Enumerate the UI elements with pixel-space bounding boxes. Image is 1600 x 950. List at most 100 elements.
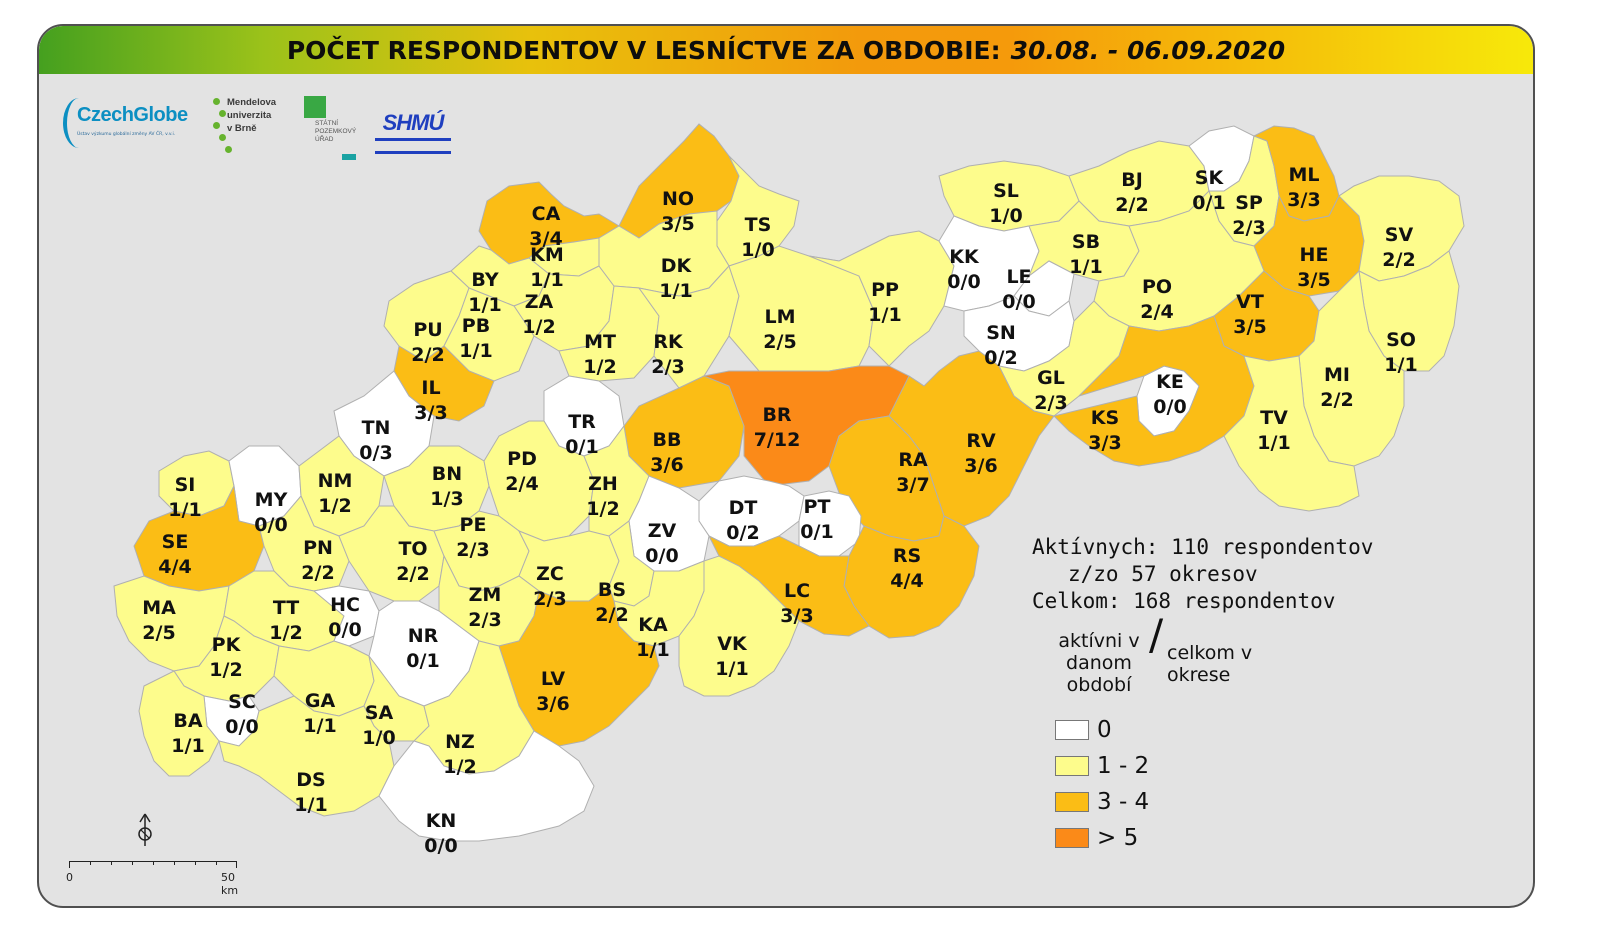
district-code-nr: NR: [408, 625, 439, 647]
stats-total: Celkom: 168 respondentov: [1032, 589, 1336, 613]
district-value-pb: 1/1: [459, 340, 492, 362]
district-code-rs: RS: [893, 545, 921, 567]
district-code-kk: KK: [949, 246, 980, 268]
legend-item-zero: 0: [1055, 716, 1112, 744]
district-code-zm: ZM: [469, 584, 502, 606]
north-arrow-icon: [138, 813, 152, 846]
district-value-so: 1/1: [1384, 354, 1417, 376]
district-value-rs: 4/4: [890, 570, 923, 592]
title-text: POČET RESPONDENTOV V LESNÍCTVE ZA OBDOBI…: [286, 35, 1001, 65]
spu-logo: STÁTNÍ POZEMKOVÝ ÚŘAD: [304, 96, 364, 160]
czechglobe-subtitle: Ústav výzkumu globální změny AV ČR, v.v.…: [77, 132, 176, 137]
spu-bar-icon: [342, 154, 356, 160]
district-value-lv: 3/6: [536, 693, 569, 715]
district-code-ds: DS: [296, 769, 325, 791]
district-value-il: 3/3: [414, 402, 447, 424]
district-value-tr: 0/1: [565, 436, 598, 458]
district-value-ks: 3/3: [1088, 432, 1121, 454]
district-code-kn: KN: [426, 810, 457, 832]
district-value-bs: 2/2: [595, 604, 628, 626]
district-code-sv: SV: [1385, 224, 1414, 246]
district-code-za: ZA: [525, 291, 554, 313]
shmu-logo: SHMÚ: [371, 96, 455, 160]
district-value-pk: 1/2: [209, 659, 242, 681]
district-code-pt: PT: [804, 496, 831, 518]
district-code-pp: PP: [871, 279, 899, 301]
district-value-pe: 2/3: [456, 539, 489, 561]
district-code-pb: PB: [462, 315, 490, 337]
district-code-sa: SA: [365, 702, 394, 724]
district-value-zm: 2/3: [468, 609, 501, 631]
district-value-sv: 2/2: [1382, 249, 1415, 271]
district-value-pp: 1/1: [868, 304, 901, 326]
spu-line-1: STÁTNÍ: [315, 120, 339, 127]
district-code-gl: GL: [1037, 367, 1065, 389]
district-value-nm: 1/2: [318, 495, 351, 517]
legend-active-label: aktívni v danom období: [1058, 630, 1140, 696]
mendelu-logo: Mendelova univerzita v Brně: [209, 96, 299, 156]
district-code-by: BY: [471, 269, 498, 291]
district-ba: [138, 670, 220, 777]
district-value-gl: 2/3: [1034, 392, 1067, 414]
district-code-zh: ZH: [588, 473, 618, 495]
legend-item-low: 1 - 2: [1055, 752, 1149, 780]
district-value-my: 0/0: [254, 514, 287, 536]
district-code-mt: MT: [584, 331, 616, 353]
district-code-si: SI: [175, 474, 196, 496]
district-value-bj: 2/2: [1115, 194, 1148, 216]
district-code-pd: PD: [507, 448, 537, 470]
district-value-pn: 2/2: [301, 562, 334, 584]
district-code-pk: PK: [212, 634, 242, 656]
district-value-ka: 1/1: [636, 639, 669, 661]
stats-districts: z/zo 57 okresov: [1068, 562, 1258, 586]
legend-swatch-low: [1055, 756, 1089, 776]
district-value-hc: 0/0: [328, 619, 361, 641]
district-value-tv: 1/1: [1257, 432, 1290, 454]
district-value-zv: 0/0: [645, 545, 678, 567]
district-value-ra: 3/7: [896, 474, 929, 496]
district-code-ts: TS: [745, 214, 772, 236]
district-code-po: PO: [1142, 276, 1172, 298]
district-value-bn: 1/3: [430, 488, 463, 510]
legend-item-mid: 3 - 4: [1055, 788, 1149, 816]
district-value-rk: 2/3: [651, 356, 684, 378]
district-code-ra: RA: [898, 449, 928, 471]
district-value-za: 1/2: [522, 316, 555, 338]
district-value-le: 0/0: [1002, 291, 1035, 313]
district-value-ds: 1/1: [294, 794, 327, 816]
district-value-rv: 3/6: [964, 455, 997, 477]
district-code-he: HE: [1300, 244, 1329, 266]
district-value-se: 4/4: [158, 556, 191, 578]
district-code-pu: PU: [413, 319, 442, 341]
district-code-ga: GA: [305, 690, 336, 712]
scale-bar: 0 50 km: [66, 861, 239, 897]
mendelu-line-2: univerzita: [227, 110, 272, 121]
district-code-ma: MA: [142, 597, 176, 619]
district-code-vt: VT: [1236, 291, 1264, 313]
district-code-le: LE: [1006, 266, 1031, 288]
legend-label-high: > 5: [1097, 825, 1139, 851]
mendelu-line-3: v Brně: [227, 123, 257, 134]
district-value-mt: 1/2: [583, 356, 616, 378]
legend-item-high: > 5: [1055, 824, 1138, 852]
district-ds: [218, 695, 395, 817]
district-value-sp: 2/3: [1232, 217, 1265, 239]
spu-line-3: ÚŘAD: [315, 136, 334, 143]
district-code-bs: BS: [598, 579, 626, 601]
district-value-km: 1/1: [530, 269, 563, 291]
district-code-sp: SP: [1235, 192, 1263, 214]
district-value-si: 1/1: [168, 499, 201, 521]
district-code-ks: KS: [1091, 407, 1119, 429]
district-value-pt: 0/1: [800, 521, 833, 543]
czechglobe-name: CzechGlobe: [77, 104, 188, 126]
district-value-vk: 1/1: [715, 658, 748, 680]
district-value-nr: 0/1: [406, 650, 439, 672]
legend-total-label: celkom v okrese: [1167, 642, 1253, 686]
district-value-zc: 2/3: [533, 588, 566, 610]
spu-line-2: POZEMKOVÝ: [315, 128, 357, 135]
legend-label-zero: 0: [1097, 717, 1112, 743]
district-code-zc: ZC: [536, 563, 564, 585]
district-code-no: NO: [662, 188, 694, 210]
district-value-ml: 3/3: [1287, 189, 1320, 211]
district-value-ma: 2/5: [142, 622, 175, 644]
